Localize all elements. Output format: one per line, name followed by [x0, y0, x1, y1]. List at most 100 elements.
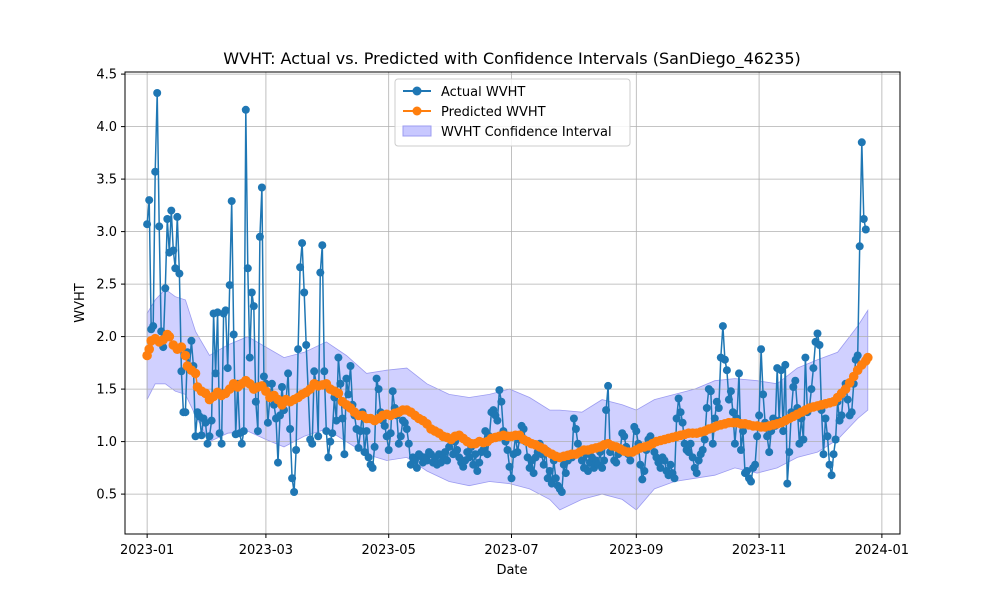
- y-tick-label: 3.5: [96, 173, 117, 188]
- predicted-wvht-point: [180, 350, 191, 361]
- actual-wvht-point: [308, 439, 317, 448]
- actual-wvht-point: [412, 463, 421, 472]
- actual-wvht-point: [694, 456, 703, 465]
- actual-wvht-point: [187, 336, 196, 345]
- legend-interval-swatch: [402, 125, 432, 137]
- actual-wvht-point: [751, 460, 760, 469]
- actual-wvht-point: [656, 463, 665, 472]
- actual-wvht-point: [459, 462, 468, 471]
- actual-wvht-point: [396, 432, 405, 441]
- legend-actual-label: Actual WVHT: [441, 85, 525, 100]
- actual-wvht-point: [702, 404, 711, 412]
- actual-wvht-point: [779, 427, 788, 436]
- actual-wvht-point: [571, 425, 580, 433]
- actual-wvht-point: [302, 341, 311, 349]
- actual-wvht-point: [720, 355, 729, 364]
- actual-wvht-point: [739, 427, 747, 436]
- actual-wvht-point: [735, 369, 743, 378]
- x-axis-ticks: 2023-01 2023-03 2023-05 2023-07 2023-09 2023-…: [120, 534, 909, 558]
- actual-wvht-point: [249, 302, 258, 311]
- x-tick-label: 2024-01: [855, 543, 909, 558]
- actual-wvht-point: [861, 225, 870, 234]
- actual-wvht-point: [253, 427, 262, 436]
- actual-wvht-point: [503, 446, 512, 454]
- actual-wvht-point: [336, 379, 345, 388]
- actual-wvht-point: [815, 341, 824, 349]
- actual-wvht-point: [712, 397, 721, 406]
- actual-wvht-point: [400, 418, 409, 427]
- actual-wvht-point: [529, 469, 538, 478]
- legend-box: [394, 78, 631, 147]
- actual-wvht-point: [227, 197, 236, 206]
- actual-wvht-point: [670, 474, 679, 483]
- actual-wvht-point: [207, 416, 216, 425]
- actual-wvht-point: [394, 439, 403, 448]
- actual-wvht-point: [267, 379, 276, 388]
- actual-wvht-point: [173, 212, 182, 221]
- actual-wvht-point: [217, 439, 226, 448]
- actual-wvht-point: [640, 467, 649, 475]
- actual-wvht-point: [316, 268, 325, 277]
- actual-wvht-point: [825, 460, 834, 469]
- actual-wvht-point: [600, 456, 609, 465]
- x-tick-label: 2023-07: [484, 543, 538, 558]
- actual-wvht-point: [402, 425, 411, 433]
- actual-wvht-point: [386, 429, 395, 438]
- actual-wvht-point: [388, 387, 397, 396]
- actual-wvht-point: [722, 366, 731, 375]
- actual-wvht-point: [292, 446, 301, 454]
- actual-wvht-point: [239, 427, 248, 436]
- actual-wvht-point: [310, 367, 319, 376]
- actual-wvht-point: [632, 427, 641, 436]
- actual-wvht-point: [191, 432, 200, 441]
- actual-wvht-point: [286, 425, 295, 433]
- actual-wvht-point: [513, 448, 522, 457]
- actual-wvht-point: [471, 450, 480, 459]
- actual-wvht-point: [678, 418, 687, 427]
- actual-wvht-point: [676, 408, 685, 417]
- actual-wvht-point: [807, 385, 816, 394]
- plot-frame: [124, 71, 901, 535]
- actual-wvht-point: [855, 242, 864, 251]
- actual-wvht-point: [354, 443, 363, 452]
- actual-wvht-point: [465, 453, 474, 462]
- actual-wvht-point: [636, 460, 645, 469]
- actual-wvht-point: [483, 450, 492, 459]
- y-tick-label: 4.5: [96, 68, 117, 83]
- actual-wvht-point: [672, 414, 681, 423]
- actual-wvht-point: [708, 439, 717, 448]
- actual-wvht-point: [328, 429, 337, 438]
- actual-wvht-point: [743, 467, 751, 475]
- actual-wvht-point: [620, 432, 629, 441]
- actual-wvht-point: [539, 460, 548, 469]
- actual-wvht-point: [612, 458, 621, 467]
- actual-wvht-point: [801, 353, 810, 362]
- y-tick-label: 1.5: [96, 383, 117, 398]
- y-tick-label: 1.0: [96, 435, 117, 450]
- chart-title: WVHT: Actual vs. Predicted with Confiden…: [223, 49, 800, 69]
- actual-wvht-point: [569, 414, 578, 423]
- actual-wvht-point: [497, 397, 506, 406]
- actual-wvht-point: [153, 89, 162, 97]
- actual-wvht-point: [334, 353, 343, 362]
- actual-wvht-point: [237, 439, 246, 448]
- actual-wvht-point: [211, 369, 220, 378]
- x-tick-label: 2023-11: [732, 543, 786, 558]
- actual-wvht-point: [320, 367, 329, 376]
- actual-wvht-point: [789, 383, 798, 391]
- actual-wvht-point: [205, 432, 214, 441]
- actual-wvht-point: [473, 467, 482, 475]
- actual-wvht-point: [340, 450, 349, 459]
- actual-wvht-point: [175, 269, 184, 278]
- actual-wvht-point: [344, 390, 353, 399]
- predicted-wvht-point: [176, 342, 187, 352]
- actual-wvht-point: [799, 435, 808, 444]
- x-tick-label: 2023-09: [609, 543, 663, 558]
- actual-wvht-point: [362, 427, 371, 436]
- y-axis-label: WVHT: [73, 283, 88, 323]
- actual-wvht-point: [241, 105, 250, 114]
- actual-wvht-point: [813, 329, 822, 338]
- actual-wvht-point: [857, 138, 866, 147]
- actual-wvht-point: [626, 456, 635, 465]
- actual-wvht-point: [372, 374, 381, 383]
